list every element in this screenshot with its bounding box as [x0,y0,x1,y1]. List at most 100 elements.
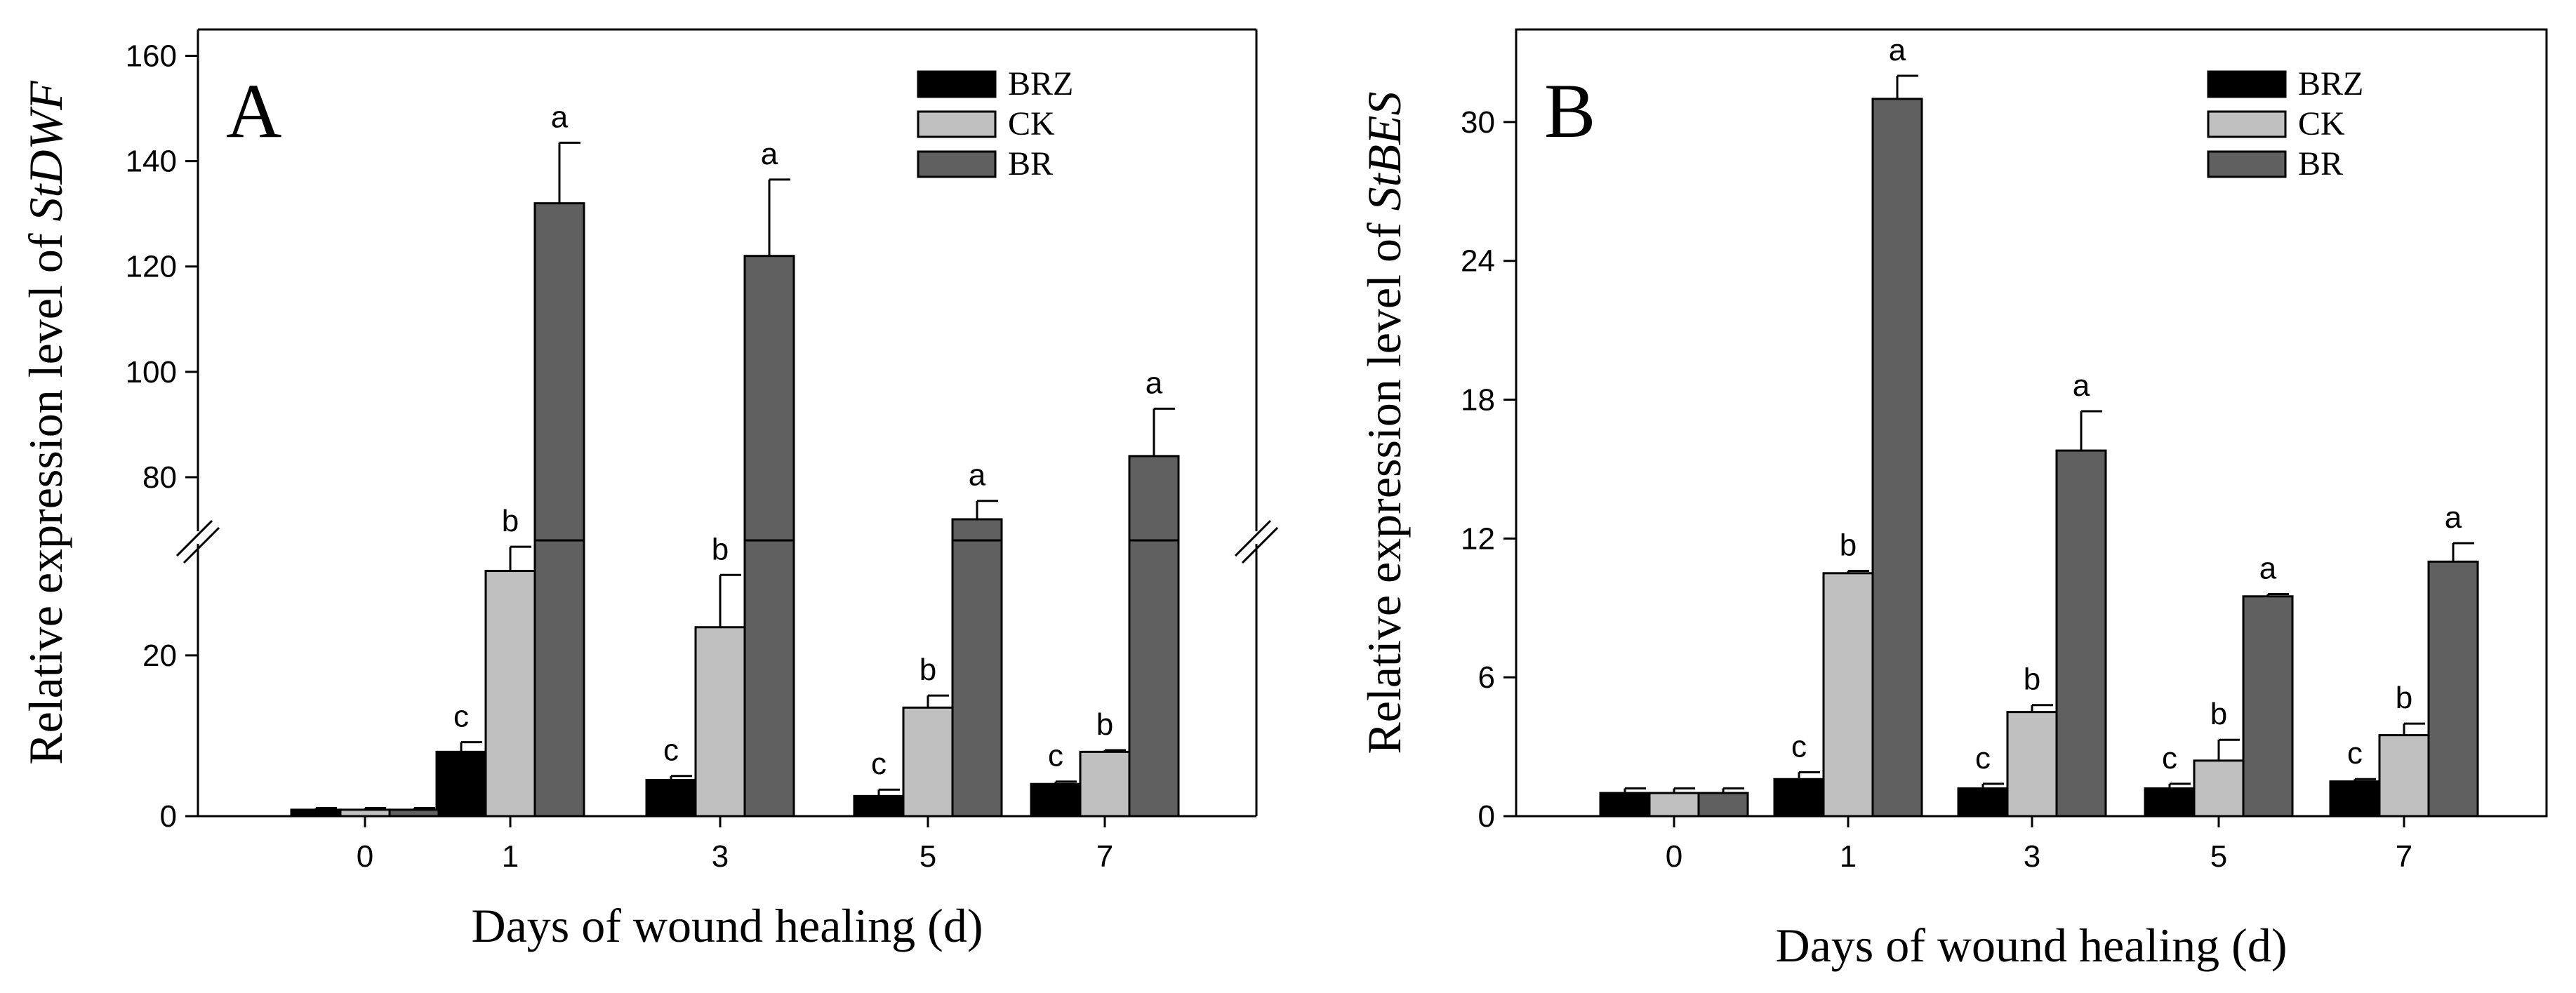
bar-ck-day5 [2193,759,2245,818]
bar-ck-day7 [1079,750,1131,818]
axis-break-mark [175,519,213,557]
y-tick-label: 6 [1478,660,1495,695]
legend-label-brz: BRZ [2298,65,2363,102]
bar-brz-day5 [2144,787,2196,818]
bar-ck-day5 [902,706,954,818]
legend-swatch-ck [2207,110,2287,138]
axis-break-mark [182,526,220,564]
bar-ck-day7 [2378,734,2430,818]
significance-letter: a [551,100,569,134]
bar-brz-day1 [435,750,487,818]
bar-ck-day1 [1822,572,1874,818]
x-tick-label: 3 [2024,839,2040,874]
bar-ck-day3 [694,626,746,818]
bar-br-day5 [2242,595,2294,818]
y-tick-label: 18 [1461,383,1495,418]
bar-br-day1 [533,202,585,542]
legend-label-ck: CK [2298,105,2345,142]
y-tick-label: 160 [126,39,177,74]
plot-frame [1515,28,2548,818]
x-tick-label: 1 [1840,839,1857,874]
significance-letter: c [453,700,469,734]
bar-br-day7 [1128,455,1180,542]
y-axis-title: Relative expression level of StDWF [19,80,72,765]
bar-br-day3-lower [743,533,795,818]
bar-ck-day1 [484,570,536,818]
bar-brz-day3 [1957,787,2009,818]
significance-letter: c [1975,741,1991,775]
significance-letter: c [1791,729,1807,764]
y-tick-label: 0 [1478,799,1495,834]
bar-ck-day0 [1648,792,1700,818]
significance-letter: a [969,458,986,493]
legend-swatch-br [917,150,997,178]
bar-ck-day3 [2006,711,2058,818]
bar-brz-day7 [2329,780,2381,818]
panel-label: B [1544,68,1595,154]
significance-letter: b [919,653,936,687]
axis-break-mark [1241,526,1279,564]
significance-letter: c [663,733,679,768]
significance-letter: b [2396,681,2412,715]
panel-label: A [226,68,281,154]
bar-br-day5-lower [951,533,1003,818]
significance-letter: b [2024,662,2040,697]
bar-brz-day1 [1773,778,1825,818]
legend-label-ck: CK [1008,105,1055,142]
bar-br-day1-lower [533,533,585,818]
y-axis-title-prefix: Relative expression level of [19,221,72,764]
significance-letter: a [1146,366,1163,400]
y-tick-label: 140 [126,145,177,179]
significance-letter: c [1048,739,1063,773]
y-tick-label: 120 [126,250,177,284]
axis-break-mark [1234,519,1272,557]
significance-letter: a [2259,551,2277,585]
y-axis-title-gene: StBES [1357,91,1411,211]
bar-br-day3 [2055,449,2107,818]
legend-swatch-brz [917,70,997,98]
bar-brz-day5 [853,794,905,818]
y-axis-title-prefix: Relative expression level of [1357,211,1411,754]
significance-letter: c [2347,736,2363,771]
bar-brz-day3 [645,778,697,818]
y-tick-label: 12 [1461,521,1495,556]
legend-label-br: BR [1008,145,1053,182]
x-tick-label: 5 [919,839,936,874]
y-tick-label: 80 [142,460,177,495]
x-axis-title: Days of wound healing (d) [472,899,983,952]
significance-letter: b [1840,528,1857,563]
bar-br-day3 [743,255,795,542]
y-tick-label: 100 [126,355,177,389]
significance-letter: a [1889,33,1906,67]
x-axis-title: Days of wound healing (d) [1776,919,2288,972]
x-tick-label: 7 [2396,839,2412,874]
significance-letter: a [2445,500,2462,535]
legend-label-br: BR [2298,145,2343,182]
significance-letter: c [871,747,887,781]
bar-br-day5 [951,518,1003,542]
x-tick-label: 3 [712,839,729,874]
y-tick-label: 24 [1461,244,1495,279]
x-tick-label: 5 [2210,839,2227,874]
y-tick-label: 0 [160,799,177,834]
y-axis-title-gene: StDWF [19,80,72,222]
legend-label-brz: BRZ [1008,65,1073,102]
bar-brz-day7 [1030,782,1082,818]
significance-letter: a [761,137,778,171]
legend-swatch-ck [917,110,997,138]
bar-br-day0 [1697,792,1749,818]
y-tick-label: 20 [142,639,177,673]
x-tick-label: 0 [357,839,373,874]
significance-letter: b [712,532,729,566]
significance-letter: b [2210,697,2227,731]
significance-letter: b [502,504,519,538]
bar-br-day1 [1871,98,1923,818]
bar-br-day7-lower [1128,533,1180,818]
legend-swatch-br [2207,150,2287,178]
significance-letter: a [2073,368,2090,403]
x-tick-label: 1 [502,839,519,874]
significance-letter: c [2162,741,2177,775]
